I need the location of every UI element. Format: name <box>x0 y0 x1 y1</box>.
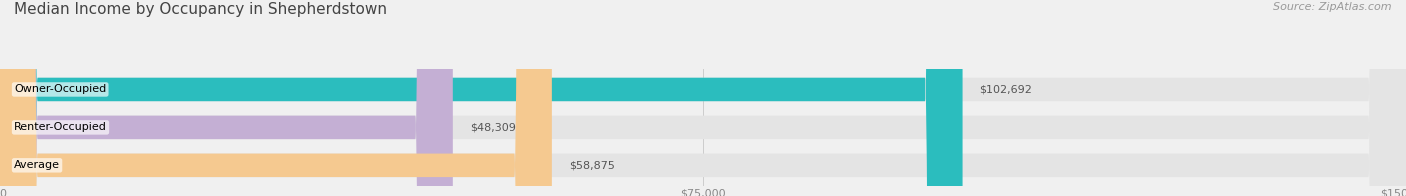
Text: Source: ZipAtlas.com: Source: ZipAtlas.com <box>1274 2 1392 12</box>
FancyBboxPatch shape <box>0 0 963 196</box>
Text: Median Income by Occupancy in Shepherdstown: Median Income by Occupancy in Shepherdst… <box>14 2 387 17</box>
FancyBboxPatch shape <box>0 0 551 196</box>
Text: $102,692: $102,692 <box>980 84 1032 94</box>
Text: Renter-Occupied: Renter-Occupied <box>14 122 107 132</box>
FancyBboxPatch shape <box>0 0 453 196</box>
Text: $48,309: $48,309 <box>470 122 516 132</box>
Text: Average: Average <box>14 160 60 170</box>
Text: $58,875: $58,875 <box>568 160 614 170</box>
Text: Owner-Occupied: Owner-Occupied <box>14 84 107 94</box>
